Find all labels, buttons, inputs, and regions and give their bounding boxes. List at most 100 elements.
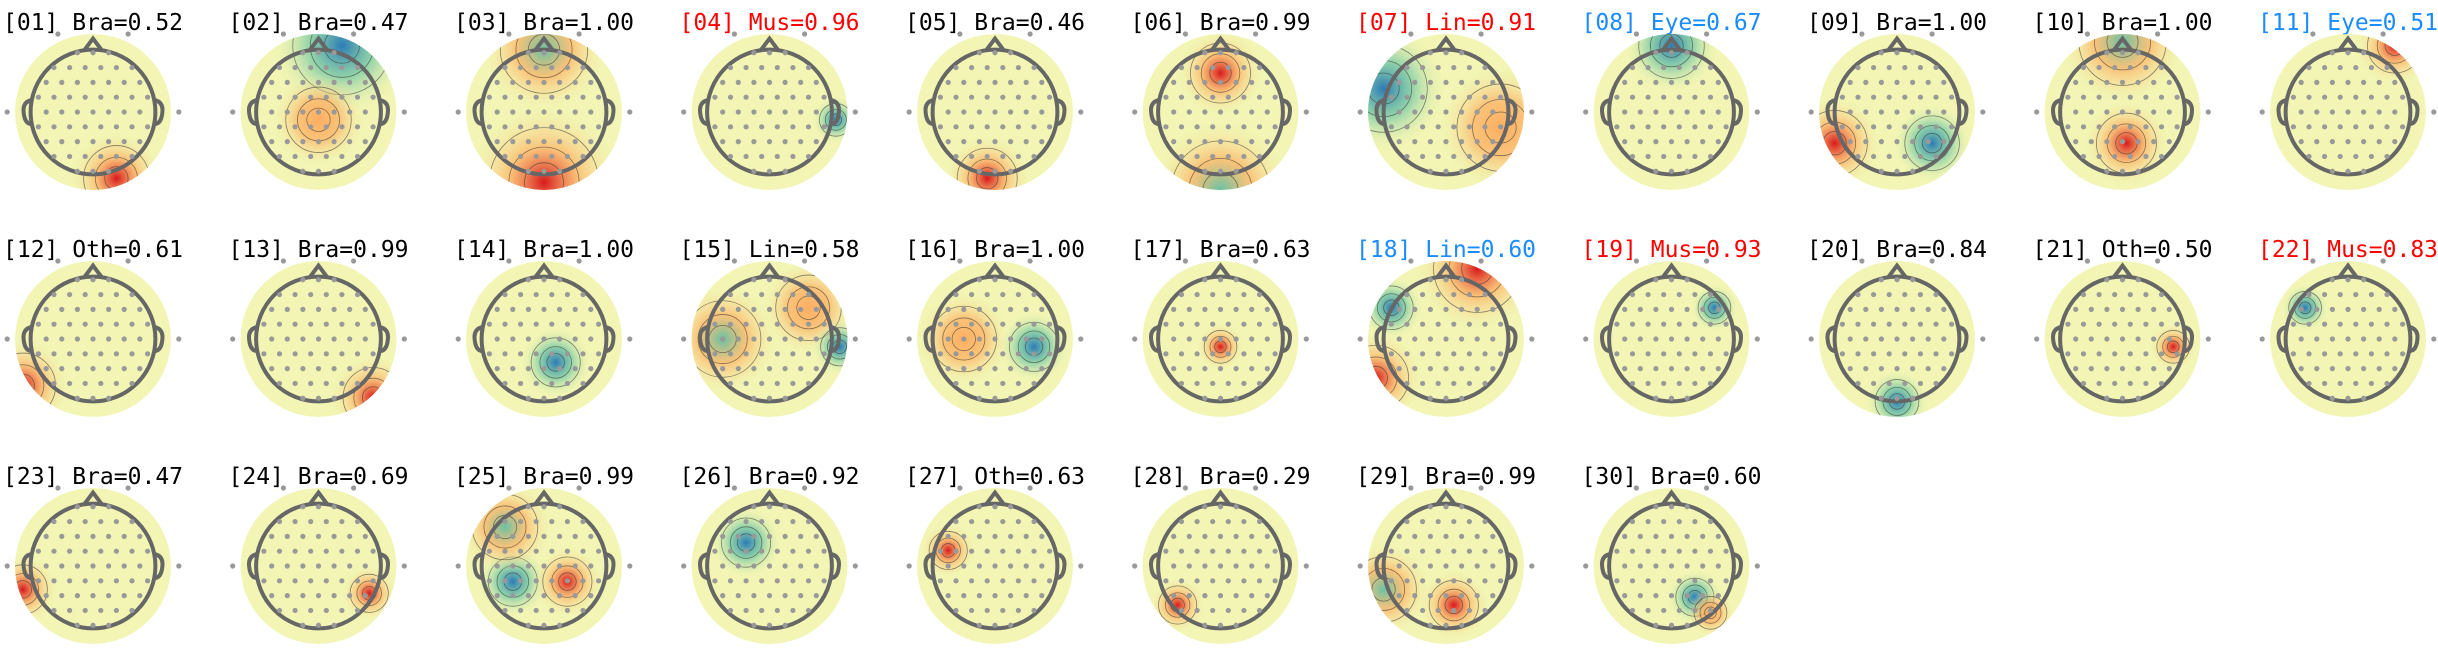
- sensor: [1233, 50, 1239, 56]
- sensor: [627, 109, 633, 115]
- left-ear: [21, 98, 33, 126]
- sensor: [4, 109, 10, 115]
- sensor: [727, 64, 734, 71]
- sensor: [774, 321, 780, 327]
- sensor: [1388, 578, 1394, 584]
- sensor: [284, 306, 290, 312]
- sensor: [1910, 139, 1916, 145]
- sensor: [2151, 109, 2157, 115]
- sensor: [1233, 277, 1239, 283]
- sensor: [1878, 109, 1884, 115]
- sensor: [269, 109, 275, 115]
- sensor: [1692, 291, 1698, 298]
- component: [17] Bra=0.63: [1131, 237, 1311, 417]
- sensor: [370, 578, 376, 584]
- sensor: [1459, 563, 1465, 569]
- sensor: [798, 139, 804, 145]
- sensor: [813, 109, 819, 115]
- sensor: [576, 485, 582, 491]
- sensor: [2174, 321, 2180, 327]
- sensor: [2158, 351, 2165, 357]
- sensor: [347, 563, 353, 569]
- sensor: [557, 593, 563, 599]
- sensor: [1637, 79, 1643, 85]
- nose: [1209, 35, 1232, 52]
- sensor: [106, 563, 112, 569]
- sensor: [74, 277, 80, 283]
- sensor: [1949, 94, 1955, 100]
- sensor: [2112, 351, 2118, 357]
- sensor: [751, 306, 757, 312]
- sensor: [1272, 124, 1278, 130]
- sensor: [541, 622, 547, 628]
- sensor: [1723, 94, 1729, 100]
- sensor: [1435, 351, 1441, 357]
- sensor: [2298, 139, 2304, 145]
- sensor: [2119, 395, 2126, 401]
- sensor: [572, 109, 578, 115]
- sensor: [347, 306, 353, 312]
- sensor: [533, 64, 539, 71]
- sensor: [113, 380, 119, 387]
- sensor: [1194, 153, 1200, 160]
- sensor: [1859, 258, 1865, 264]
- sensor: [782, 563, 788, 569]
- sensor: [541, 168, 547, 174]
- sensor: [766, 50, 773, 56]
- sensor: [1015, 291, 1022, 298]
- sensor: [1847, 306, 1853, 312]
- sensor: [323, 321, 329, 327]
- sensor: [74, 336, 80, 342]
- sensor: [315, 504, 322, 510]
- sensor: [2431, 109, 2437, 115]
- sensor: [269, 533, 275, 539]
- sensor: [82, 351, 88, 357]
- sensor: [1217, 336, 1224, 342]
- sensor: [362, 563, 368, 569]
- sensor: [937, 94, 944, 100]
- sensor: [1008, 622, 1014, 628]
- sensor: [2104, 168, 2110, 174]
- sensor: [720, 109, 726, 115]
- sensor: [354, 607, 361, 614]
- sensor: [339, 578, 345, 584]
- sensor: [2080, 94, 2087, 100]
- nose: [984, 262, 1006, 279]
- sensor: [1917, 321, 1923, 327]
- sensor: [2306, 321, 2312, 327]
- sensor: [518, 518, 524, 525]
- component-title: [12] Oth=0.61: [3, 237, 183, 263]
- sensor: [525, 277, 532, 283]
- sensor: [774, 607, 780, 614]
- sensor: [984, 607, 990, 614]
- sensor: [1023, 533, 1029, 539]
- sensor: [176, 563, 182, 569]
- sensor: [1917, 153, 1923, 160]
- sensor: [284, 533, 290, 539]
- sensor: [1929, 258, 1935, 264]
- sensor: [331, 79, 337, 85]
- sensor: [588, 79, 594, 85]
- component-title: [19] Mus=0.93: [1582, 237, 1762, 263]
- sensor: [2376, 336, 2382, 342]
- sensor: [1008, 109, 1014, 115]
- sensor: [1466, 153, 1472, 160]
- sensor: [502, 64, 508, 71]
- sensor: [1704, 258, 1710, 264]
- sensor: [541, 139, 547, 145]
- sensor: [1653, 395, 1659, 401]
- sensor: [1459, 139, 1465, 145]
- sensor: [300, 139, 306, 145]
- sensor: [2345, 366, 2351, 372]
- sensor: [1692, 518, 1698, 525]
- sensor: [1668, 395, 1675, 401]
- right-ear: [1281, 552, 1292, 580]
- sensor: [1871, 94, 1877, 100]
- sensor: [937, 321, 944, 327]
- sensor: [1171, 366, 1177, 372]
- sensor: [1661, 124, 1667, 130]
- sensor: [805, 380, 812, 387]
- sensor: [2112, 124, 2118, 130]
- sensor: [549, 153, 555, 160]
